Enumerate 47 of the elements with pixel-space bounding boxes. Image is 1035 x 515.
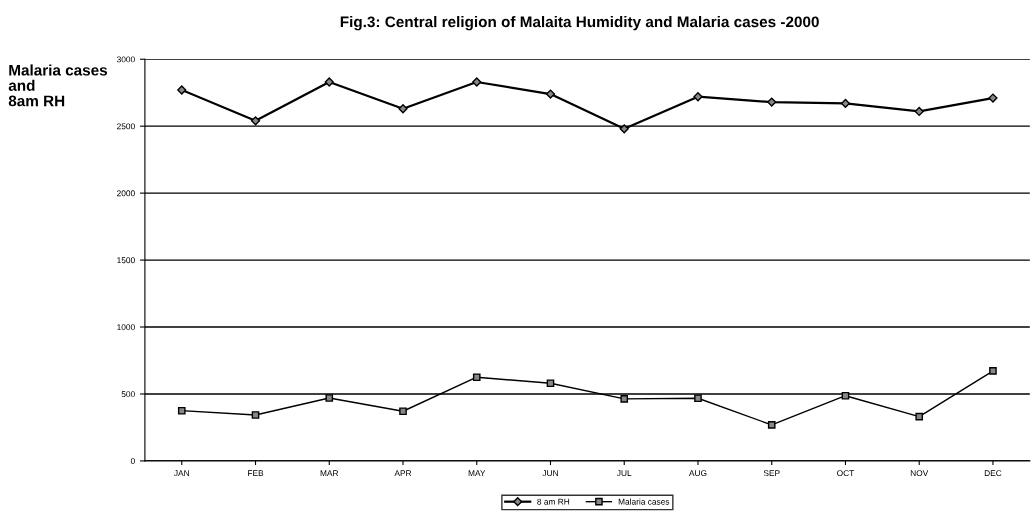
point [693,92,703,102]
x-tick-label: AUG [688,470,707,477]
point [988,93,998,103]
point [914,106,924,117]
point [619,124,629,134]
x-tick-label: NOV [910,470,929,477]
x-tick-label: JAN [174,470,189,477]
x-tick-label: DEC [984,470,1002,477]
legend-label: 8 am RH [537,498,570,505]
point [620,395,629,403]
point [398,104,408,114]
y-tick-label: 2000 [117,190,135,197]
y-tick-label: 3000 [116,56,135,63]
point [767,421,776,429]
x-tick-label: APR [394,470,412,476]
point [989,367,997,375]
point [841,391,850,400]
x-tick-label: OCT [837,470,855,477]
point [399,407,407,416]
y-axis-title: Malaria cases and 8am RH [8,64,108,107]
point [177,85,187,95]
point [915,412,924,421]
y-tick-label: 0 [130,458,135,465]
x-tick-label: JUL [616,470,632,477]
x-tick-label: FEB [248,470,264,476]
y-tick-label: 1500 [117,257,135,264]
point [251,411,260,419]
y-tick-label: 500 [121,391,135,398]
point [694,394,702,403]
point [472,373,481,382]
point [324,77,334,87]
legend-label: Malaria cases [618,498,670,505]
x-tick-label: SEP [763,470,780,477]
chart-title: Fig.3: Central religion of Malaita Humidity and Malaria cases -2000 [340,16,819,31]
y-tick-label: 2500 [117,123,135,130]
x-tick-label: MAY [468,470,486,476]
point [546,379,555,388]
point [472,77,482,87]
point [325,394,334,402]
point [177,406,186,415]
point [767,97,777,107]
point [250,116,261,126]
x-tick-label: MAR [320,470,339,476]
point [840,98,851,109]
y-tick-label: 1000 [117,324,135,331]
point [545,89,556,99]
x-tick-label: JUN [542,470,558,477]
